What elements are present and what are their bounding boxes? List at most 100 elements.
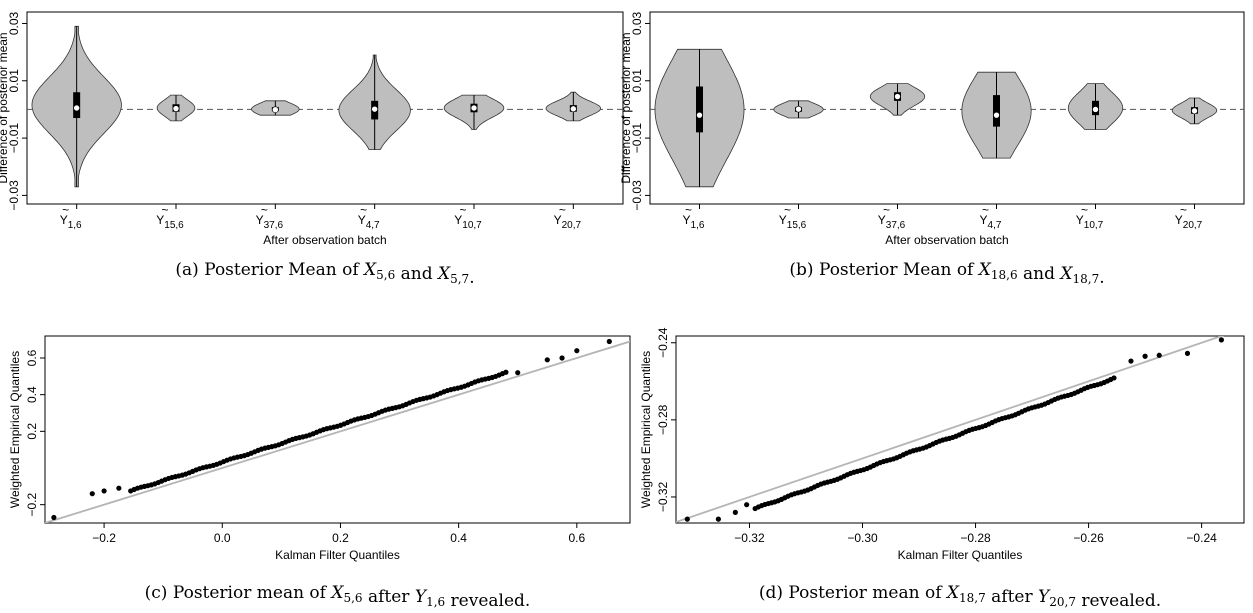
data-point <box>1128 358 1134 364</box>
plot-frame <box>44 335 631 524</box>
y-tick-label: 0.03 <box>7 11 21 35</box>
violin-median-dot <box>993 111 1000 119</box>
tilde-mark: ~ <box>360 203 367 217</box>
tilde-mark: ~ <box>62 203 69 217</box>
y-tick-label: −0.03 <box>7 180 21 211</box>
violin-2 <box>869 83 926 116</box>
data-point <box>1184 350 1191 356</box>
tilde-mark: ~ <box>161 203 168 217</box>
y-tick-label: −0.32 <box>656 481 670 512</box>
data-point <box>574 348 580 354</box>
x-axis-label: After observation batch <box>885 233 1008 247</box>
x-axis-label: After observation batch <box>263 233 386 247</box>
y-axis-label: Difference of posterior mean <box>619 32 633 183</box>
data-point <box>101 488 107 494</box>
caption: (c) Posterior mean of X5,6 after Y1,6 re… <box>145 583 531 611</box>
data-point <box>732 509 738 515</box>
plot-frame <box>26 11 624 205</box>
violin-median-dot <box>570 105 577 113</box>
y-tick-label: −0.28 <box>656 404 670 435</box>
data-point <box>684 516 690 522</box>
qq-panel-c: −0.2 0.0 0.2 0.4 0.6 −0.2 0.2 0.4 0.6 Kalman Filt… <box>8 335 631 611</box>
data-point <box>544 357 550 363</box>
x-tick-label: −0.28 <box>960 531 991 545</box>
data-point <box>1156 352 1162 358</box>
violin-iqr-box <box>993 95 1000 127</box>
x-tick-label: 0.2 <box>332 531 349 545</box>
violin-median-dot <box>894 93 901 100</box>
caption: (d) Posterior mean of X18,7 after Y20,7 … <box>759 583 1161 611</box>
violin-5 <box>1171 97 1218 125</box>
violin-median-dot <box>73 104 80 112</box>
data-point <box>503 369 509 375</box>
x-tick-label: −0.24 <box>1186 531 1217 545</box>
points <box>51 338 612 521</box>
data-point <box>515 370 521 376</box>
x-tick-label: Y15,6 <box>779 213 807 231</box>
data-point <box>715 516 721 522</box>
x-tick-label: Y10,7 <box>454 213 482 231</box>
violin-median-dot <box>1092 106 1099 113</box>
qq-panel-d: −0.32 −0.30 −0.28 −0.26 −0.24 −0.32 −0.28 −0.24… <box>639 327 1245 611</box>
violin-1 <box>156 94 196 122</box>
data-point <box>1111 375 1117 381</box>
violin-1 <box>773 100 824 119</box>
x-tick-label: −0.30 <box>847 531 878 545</box>
y-axis-label: Difference of posterior mean <box>0 32 10 183</box>
x-tick-label: −0.26 <box>1073 531 1104 545</box>
y-tick-label: 0.6 <box>25 349 39 366</box>
violin-4 <box>443 94 505 130</box>
data-point <box>606 338 612 345</box>
y-tick-label: −0.01 <box>630 123 644 154</box>
x-axis-label: Kalman Filter Quantiles <box>275 548 400 562</box>
x-tick-label: Y20,7 <box>1175 213 1203 231</box>
reference-line <box>45 340 630 523</box>
violin-median-dot <box>272 106 279 114</box>
y-tick-label: −0.24 <box>656 327 670 358</box>
data-point <box>744 502 750 508</box>
violin-2 <box>251 100 300 116</box>
y-axis-label: Weighted Empirical Quantiles <box>8 351 22 508</box>
x-tick-label: Y10,7 <box>1076 213 1104 231</box>
tilde-mark: ~ <box>982 203 989 217</box>
y-tick-label: 0.01 <box>7 69 21 93</box>
data-point <box>116 485 122 491</box>
violin-median-dot <box>172 105 180 112</box>
x-tick-label: −0.32 <box>734 531 765 545</box>
plot-frame <box>675 335 1245 524</box>
x-axis-label: Kalman Filter Quantiles <box>898 548 1023 562</box>
x-tick-label: 0.6 <box>568 531 585 545</box>
y-tick-label: −0.2 <box>25 493 39 517</box>
y-tick-label: 0.03 <box>630 11 644 35</box>
x-tick-label: Y37,6 <box>256 213 284 231</box>
x-tick-label: Y15,6 <box>156 213 184 231</box>
caption: (b) Posterior Mean of X18,6 and X18,7. <box>789 260 1104 288</box>
violin-0 <box>654 48 745 188</box>
y-tick-label: 0.2 <box>25 423 39 440</box>
tilde-mark: ~ <box>685 203 692 217</box>
tilde-mark: ~ <box>559 203 566 217</box>
x-tick-label: 0.4 <box>450 531 467 545</box>
violin-median-dot <box>371 105 378 113</box>
tilde-mark: ~ <box>261 203 268 217</box>
data-point <box>51 514 57 521</box>
violin-iqr-box <box>696 86 703 133</box>
x-tick-label: Y20,7 <box>554 213 582 231</box>
y-tick-label: 0.4 <box>25 386 39 403</box>
data-point <box>1142 353 1148 359</box>
y-tick-label: −0.03 <box>630 180 644 211</box>
x-tick-label: Y37,6 <box>878 213 906 231</box>
caption: (a) Posterior Mean of X5,6 and X5,7. <box>175 260 474 288</box>
violin-3 <box>338 54 411 150</box>
violin-5 <box>545 91 601 122</box>
violin-median-dot <box>795 105 802 113</box>
tilde-mark: ~ <box>1081 203 1088 217</box>
tilde-mark: ~ <box>459 203 466 217</box>
violin-0 <box>31 25 122 188</box>
violin-median-dot <box>696 111 703 119</box>
points <box>684 337 1224 522</box>
y-tick-label: −0.01 <box>7 123 21 154</box>
y-axis-label: Weighted Empirical Quantiles <box>639 351 653 508</box>
